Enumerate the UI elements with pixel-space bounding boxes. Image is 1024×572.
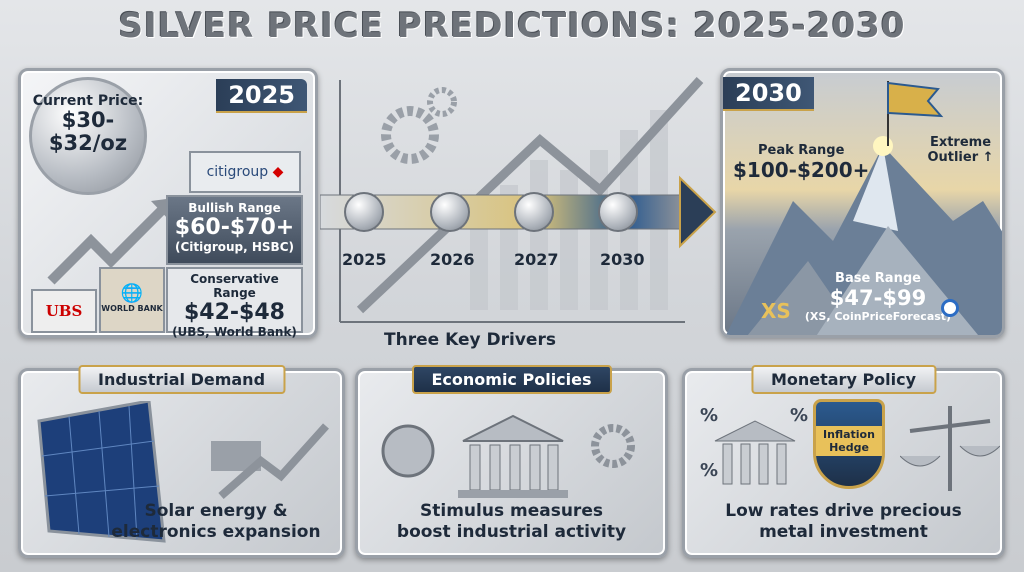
peak-value: $100-$200+	[733, 158, 870, 182]
timeline-year: 2027	[514, 250, 559, 269]
panel-2025: 2025 Current Price: $30- $32/oz citigrou…	[18, 68, 318, 339]
timeline-coin-2026	[430, 192, 470, 232]
current-price-label: Current Price:	[32, 93, 144, 109]
timeline-year: 2030	[600, 250, 645, 269]
bullish-label: Bullish Range	[188, 201, 281, 215]
conservative-range-box: Conservative Range $42-$48 (UBS, World B…	[166, 267, 303, 339]
timeline-year: 2025	[342, 250, 387, 269]
bank-percent-icon: %%%	[700, 405, 808, 485]
panel-2030: 2030 Peak Range $100-$200+ Extreme Outli…	[720, 68, 1005, 338]
conservative-sources: (UBS, World Bank)	[172, 325, 297, 339]
bullish-sources: (Citigroup, HSBC)	[175, 240, 294, 254]
balance-scale-icon	[900, 406, 1000, 491]
coinpriceforecast-logo-icon	[941, 299, 959, 317]
three-key-drivers-heading: Three Key Drivers	[384, 330, 556, 350]
bullish-value: $60-$70+	[174, 215, 295, 240]
page-title: SILVER PRICE PREDICTIONS: 2025-2030	[118, 6, 906, 46]
bank-building-icon	[381, 414, 635, 498]
driver-monetary-policy: Monetary Policy %%% Inflation Hedge Low …	[682, 365, 1005, 558]
factory-growth-icon	[211, 423, 329, 500]
current-price-coin: Current Price: $30- $32/oz	[29, 77, 147, 195]
citigroup-logo: citigroup	[206, 164, 269, 180]
driver-caption: Solar energy & electronics expansion	[111, 501, 321, 542]
gear-icon	[591, 424, 635, 468]
timeline-graphic	[320, 76, 717, 323]
timeline-coin-2027	[514, 192, 554, 232]
flag-icon	[887, 81, 944, 118]
current-price-value-1: $30-	[61, 108, 115, 132]
world-bank-logo: 🌐 WORLD BANK	[99, 267, 165, 333]
mountain-illustration	[726, 81, 1002, 335]
driver-economic-policies: Economic Policies Stimulus measures boost…	[355, 365, 668, 558]
citigroup-hsbc-logo: citigroup ◆	[189, 151, 301, 193]
inflation-hedge-shield: Inflation Hedge	[813, 399, 885, 489]
xs-logo: XS	[761, 299, 791, 323]
svg-text:%: %	[700, 405, 718, 426]
timeline-coin-2025	[344, 192, 384, 232]
driver-caption: Stimulus measures boost industrial activi…	[396, 501, 627, 542]
peak-range: Peak Range $100-$200+	[733, 143, 869, 182]
ubs-logo: UBS	[31, 289, 97, 333]
world-bank-text: WORLD BANK	[101, 304, 163, 313]
timeline-coin-2030	[598, 192, 638, 232]
svg-text:%: %	[700, 460, 718, 481]
conservative-label: Conservative Range	[190, 272, 279, 300]
driver-title: Economic Policies	[411, 365, 612, 394]
bullish-range-box: Bullish Range $60-$70+ (Citigroup, HSBC)	[166, 195, 303, 265]
dollar-gear-icon	[381, 424, 435, 478]
year-badge-2030: 2030	[723, 77, 814, 111]
conservative-value: $42-$48	[184, 300, 285, 325]
base-sources: (XS, CoinPriceForecast)	[804, 310, 952, 323]
current-price-value-2: $32/oz	[48, 131, 128, 155]
year-badge-2025: 2025	[216, 79, 307, 113]
driver-caption: Low rates drive precious metal investment	[725, 501, 962, 542]
base-value: $47-$99	[829, 286, 927, 310]
timeline-year: 2026	[430, 250, 475, 269]
inflation-hedge-badge: Inflation Hedge	[816, 426, 882, 456]
driver-industrial-demand: Industrial Demand Solar energy & electron…	[18, 365, 345, 558]
solar-panel-icon	[37, 401, 166, 543]
base-range: Base Range $47-$99 (XS, CoinPriceForecas…	[803, 271, 953, 323]
svg-text:%: %	[790, 405, 808, 426]
extreme-outlier-label: Extreme Outlier ↑	[927, 135, 994, 165]
driver-title: Monetary Policy	[750, 365, 937, 394]
base-label: Base Range	[835, 271, 921, 286]
gear-icon	[381, 106, 439, 164]
gear-icon	[427, 87, 457, 117]
star-burst-icon	[873, 136, 893, 156]
driver-title: Industrial Demand	[77, 365, 286, 394]
peak-label: Peak Range	[757, 143, 845, 158]
